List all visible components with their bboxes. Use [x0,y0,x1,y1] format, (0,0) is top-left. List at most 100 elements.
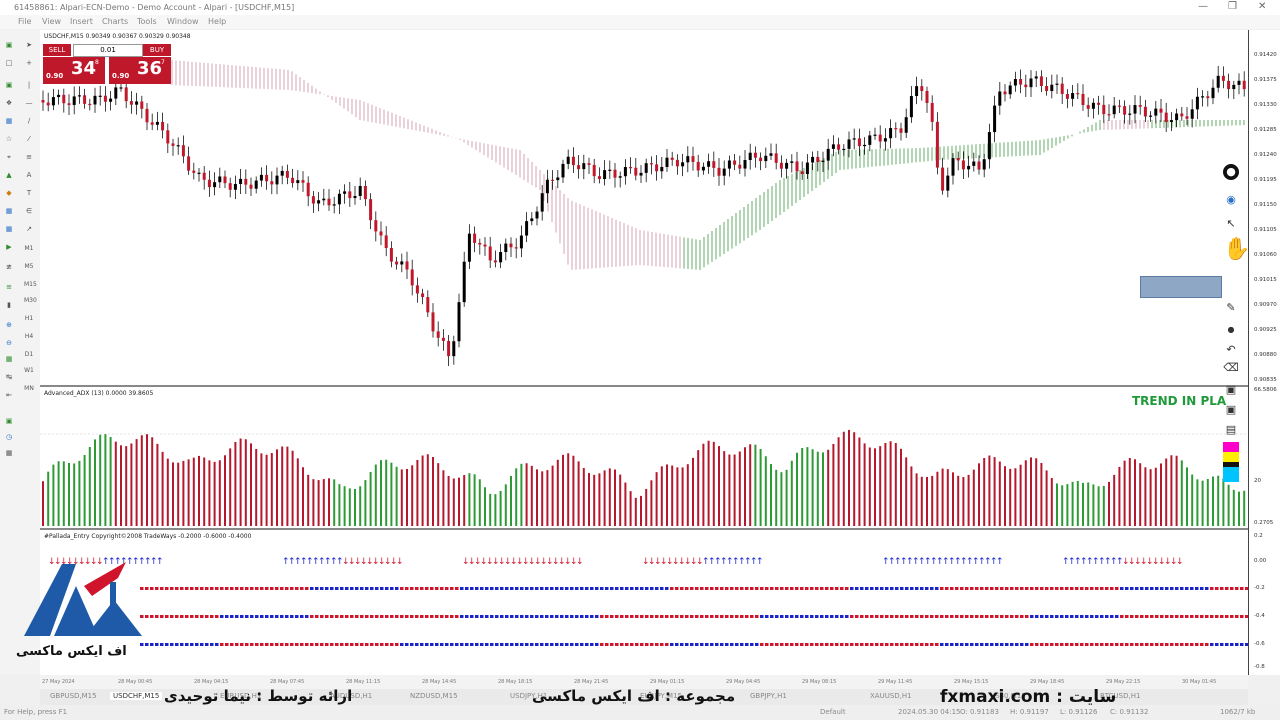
main-price-pane[interactable]: USDCHF,M15 0.90349 0.90367 0.90329 0.903… [40,30,1248,383]
chart-tab[interactable]: XAUUSD,H1 [870,692,912,700]
buy-price[interactable]: 0.90 36 7 [109,57,171,84]
maximize-button[interactable]: ❐ [1228,1,1237,12]
zoom-in-icon[interactable]: ⊕ [6,321,12,329]
eye-icon[interactable]: ◉ [1226,193,1236,206]
pitchfork-icon[interactable]: ∈ [25,207,33,215]
price-label: 0.90835 [1254,377,1277,383]
dot-icon[interactable]: ● [1227,325,1235,334]
chart-tab[interactable]: AUDUSD,H1 [330,692,373,700]
lot-size-input[interactable]: 0.01 [73,44,143,57]
chart-tab[interactable]: BTCUSD,H1 [1100,692,1141,700]
navigator-icon[interactable]: ❖ [5,99,13,107]
svg-text:↑: ↑ [336,557,344,567]
svg-text:↑: ↑ [948,557,956,567]
menu-insert[interactable]: Insert [70,17,93,26]
expert-icon[interactable]: ◆ [6,189,12,197]
grid-icon[interactable]: ▦ [5,449,13,457]
buy-price-prefix: 0.90 [112,72,130,80]
fibonacci-icon[interactable]: ≡ [26,153,32,161]
close-button[interactable]: ✕ [1258,1,1267,12]
cursor-icon[interactable]: ➤ [26,41,32,49]
menu-file[interactable]: File [18,17,32,26]
chart-window[interactable]: USDCHF,M15 0.90349 0.90367 0.90329 0.903… [40,30,1280,675]
screenshot-icon[interactable]: ▣ [1225,383,1237,396]
svg-text:↑: ↑ [114,557,122,567]
templates-icon[interactable]: ▦ [5,207,13,215]
line-chart-icon[interactable]: ≇ [6,263,12,271]
color-palette-icon[interactable] [1223,442,1239,482]
timeframe-mn[interactable]: MN [24,385,34,392]
timeframe-m15[interactable]: M15 [24,281,37,288]
zoom-icon[interactable]: ⌖ [7,153,11,161]
horizontal-line-icon[interactable]: — [25,99,33,107]
menu-view[interactable]: View [42,17,61,26]
sell-price[interactable]: 0.90 34 8 [43,57,105,84]
timeframe-m5[interactable]: M5 [24,263,34,270]
profiles-icon[interactable]: □ [5,59,13,67]
timeframe-d1[interactable]: D1 [24,351,34,358]
new-order-icon[interactable]: ▣ [5,41,13,49]
menu-help[interactable]: Help [208,17,227,26]
terminal-icon[interactable]: ▦ [5,117,13,125]
candle-chart-icon[interactable]: ▮ [7,301,11,309]
chart-tab[interactable]: GBPUSD,M15 [50,692,97,700]
price-label: 0.91330 [1254,102,1277,108]
price-scale[interactable]: 0.91420 0.91375 0.91330 0.91285 0.91240 … [1248,30,1280,675]
indicator-list-icon[interactable]: ▣ [5,417,13,425]
svg-text:↑: ↑ [330,557,338,567]
chart-shift-icon[interactable]: ⇤ [6,391,12,399]
svg-text:↑: ↑ [960,557,968,567]
market-watch-icon[interactable]: ▣ [5,81,13,89]
time-axis-label: 29 May 01:15 [650,679,685,685]
timeframe-w1[interactable]: W1 [24,367,34,374]
menu-window[interactable]: Window [167,17,199,26]
chart-tab[interactable]: GBPJPY,H1 [750,692,787,700]
adx-indicator-pane[interactable]: Advanced_ADX (13) 0.0000 39.8605 TREND I… [40,385,1248,528]
svg-text:↓: ↓ [504,557,512,567]
crosshair-icon[interactable]: + [26,59,32,67]
channel-icon[interactable]: ⁄ [28,135,30,143]
zoom-out-icon[interactable]: ⊖ [6,339,12,347]
chart-tab[interactable]: EURUSD,H1 [220,692,262,700]
indicators-icon[interactable]: ▲ [6,171,12,179]
chart-tab-active[interactable]: USDCHF,M15 [110,692,163,700]
minimize-button[interactable]: — [1198,1,1208,12]
autotrading-icon[interactable]: ▶ [6,243,12,251]
trash-icon[interactable]: ⌫ [1223,361,1239,374]
chart-tab[interactable]: USDJPY,H1 [510,692,548,700]
undo-icon[interactable]: ↶ [1226,343,1236,356]
strategy-tester-icon[interactable]: ☆ [5,135,13,143]
pallada-entry-pane[interactable]: ↓ ↓ ↓ ↓ ↓ ↓ ↓ ↓ ↓ ↑ ↑ ↑ ↑ ↑ ↑ ↑ ↑ ↑ ↑ ↑ ↑ ↑ ↑ ↑ ↑ ↑ ↑ ↑ ↑ ↓ ↓ ↓ ↓ ↓ ↓ ↓ ↓ ↓ ↓ ↓… [40,528,1249,675]
buy-button[interactable]: BUY [143,44,171,56]
tile-windows-icon[interactable]: ▦ [5,355,13,363]
location-pin-icon[interactable]: ● [1223,164,1239,180]
timeframe-m1[interactable]: M1 [24,245,34,252]
clock-icon[interactable]: ◷ [5,433,13,441]
chart-tab[interactable]: NZDUSD,M15 [410,692,458,700]
text-icon[interactable]: A [26,171,32,179]
timeframe-h4[interactable]: H4 [24,333,34,340]
chart-tab[interactable]: US30,M15 [990,692,1026,700]
menu-tools[interactable]: Tools [137,17,157,26]
svg-text:↓: ↓ [474,557,482,567]
timeframe-m30[interactable]: M30 [24,297,37,304]
svg-text:↑: ↑ [108,557,116,567]
menu-charts[interactable]: Charts [102,17,129,26]
chart-tab[interactable]: EURJPY,M15 [640,692,682,700]
sell-button[interactable]: SELL [43,44,71,56]
arrows-icon[interactable]: ↗ [26,225,32,233]
floating-object-toolbar[interactable] [1140,276,1222,298]
ruler-icon[interactable]: ✎ [1226,301,1236,314]
autoscroll-icon[interactable]: ↹ [6,373,12,381]
bar-chart-icon[interactable]: ≡ [6,283,12,291]
trendline-icon[interactable]: ∕ [27,117,31,125]
svg-text:↓: ↓ [1134,557,1142,567]
svg-text:↓: ↓ [672,557,680,567]
camera-icon[interactable]: ▣ [1225,403,1237,416]
label-icon[interactable]: T [26,189,32,197]
vertical-line-icon[interactable]: | [27,81,31,89]
pointer-icon[interactable]: ↖ [1226,217,1236,230]
periods-icon[interactable]: ▦ [5,225,13,233]
clipboard-icon[interactable]: ▤ [1225,423,1237,436]
timeframe-h1[interactable]: H1 [24,315,34,322]
